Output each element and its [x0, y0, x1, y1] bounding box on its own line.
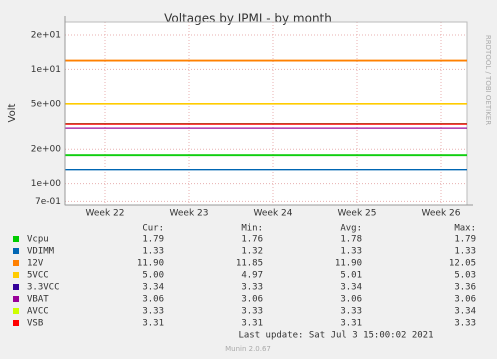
legend-value: 3.06	[241, 295, 263, 305]
legend-value: 5.00	[142, 271, 164, 281]
legend-value: 3.36	[454, 283, 476, 293]
footer: Munin 2.0.67	[225, 345, 271, 353]
y-tick-label: 1e+01	[31, 65, 61, 75]
column-header: Min:	[241, 224, 263, 234]
y-tick-label: 1e+00	[31, 179, 62, 189]
legend-label: VDIMM	[27, 247, 55, 257]
legend-label: VSB	[27, 319, 43, 329]
plot-area	[65, 22, 467, 205]
legend-value: 3.34	[142, 283, 164, 293]
legend-value: 4.97	[241, 271, 263, 281]
legend-swatch	[13, 320, 19, 326]
legend-swatch	[13, 236, 19, 242]
y-tick-label: 2e+00	[31, 145, 62, 155]
y-tick-label: 5e+00	[31, 99, 62, 109]
x-tick-label: Week 26	[422, 209, 461, 219]
legend-label: Vcpu	[27, 235, 49, 245]
legend-value: 11.90	[335, 259, 362, 269]
x-tick-label: Week 25	[338, 209, 377, 219]
legend-value: 1.33	[454, 247, 476, 257]
legend-value: 1.33	[142, 247, 164, 257]
legend-value: 3.33	[340, 307, 362, 317]
legend-swatch	[13, 308, 19, 314]
legend-swatch	[13, 260, 19, 266]
legend-swatch	[13, 296, 19, 302]
x-tick-label: Week 24	[254, 209, 293, 219]
legend-value: 3.33	[241, 307, 263, 317]
chart-title: Voltages by IPMI - by month	[164, 12, 332, 26]
legend-value: 3.06	[142, 295, 164, 305]
legend-value: 3.34	[340, 283, 362, 293]
legend-value: 3.33	[454, 319, 476, 329]
legend-value: 5.01	[340, 271, 362, 281]
legend-value: 3.33	[142, 307, 164, 317]
last-update: Last update: Sat Jul 3 15:00:02 2021	[238, 331, 433, 341]
legend-swatch	[13, 272, 19, 278]
legend-value: 11.85	[236, 259, 263, 269]
column-header: Cur:	[142, 224, 164, 234]
legend-value: 3.06	[454, 295, 476, 305]
column-header: Max:	[454, 224, 476, 234]
x-tick-label: Week 23	[170, 209, 209, 219]
legend-swatch	[13, 248, 19, 254]
y-tick-label: 2e+01	[31, 31, 61, 41]
legend-label: 5VCC	[27, 271, 49, 281]
legend-value: 1.79	[454, 235, 476, 245]
legend-value: 3.34	[454, 307, 476, 317]
legend-swatch	[13, 284, 19, 290]
legend-value: 5.03	[454, 271, 476, 281]
legend-value: 3.06	[340, 295, 362, 305]
legend-value: 3.31	[142, 319, 164, 329]
y-tick-label: 7e-01	[35, 197, 61, 207]
legend-value: 1.33	[340, 247, 362, 257]
legend-value: 3.31	[241, 319, 263, 329]
legend-value: 3.31	[340, 319, 362, 329]
legend-value: 11.90	[137, 259, 164, 269]
legend-value: 1.76	[241, 235, 263, 245]
legend-value: 1.32	[241, 247, 263, 257]
legend-label: 12V	[27, 259, 44, 269]
watermark: RRDTOOL / TOBI OETIKER	[484, 35, 492, 125]
legend-label: 3.3VCC	[27, 283, 60, 293]
legend-value: 1.78	[340, 235, 362, 245]
legend-label: VBAT	[27, 295, 49, 305]
y-axis-label: Volt	[7, 103, 18, 122]
column-header: Avg:	[340, 224, 362, 234]
legend-value: 12.05	[449, 259, 476, 269]
x-tick-label: Week 22	[86, 209, 125, 219]
legend-label: AVCC	[27, 307, 49, 317]
legend-value: 1.79	[142, 235, 164, 245]
legend-value: 3.33	[241, 283, 263, 293]
